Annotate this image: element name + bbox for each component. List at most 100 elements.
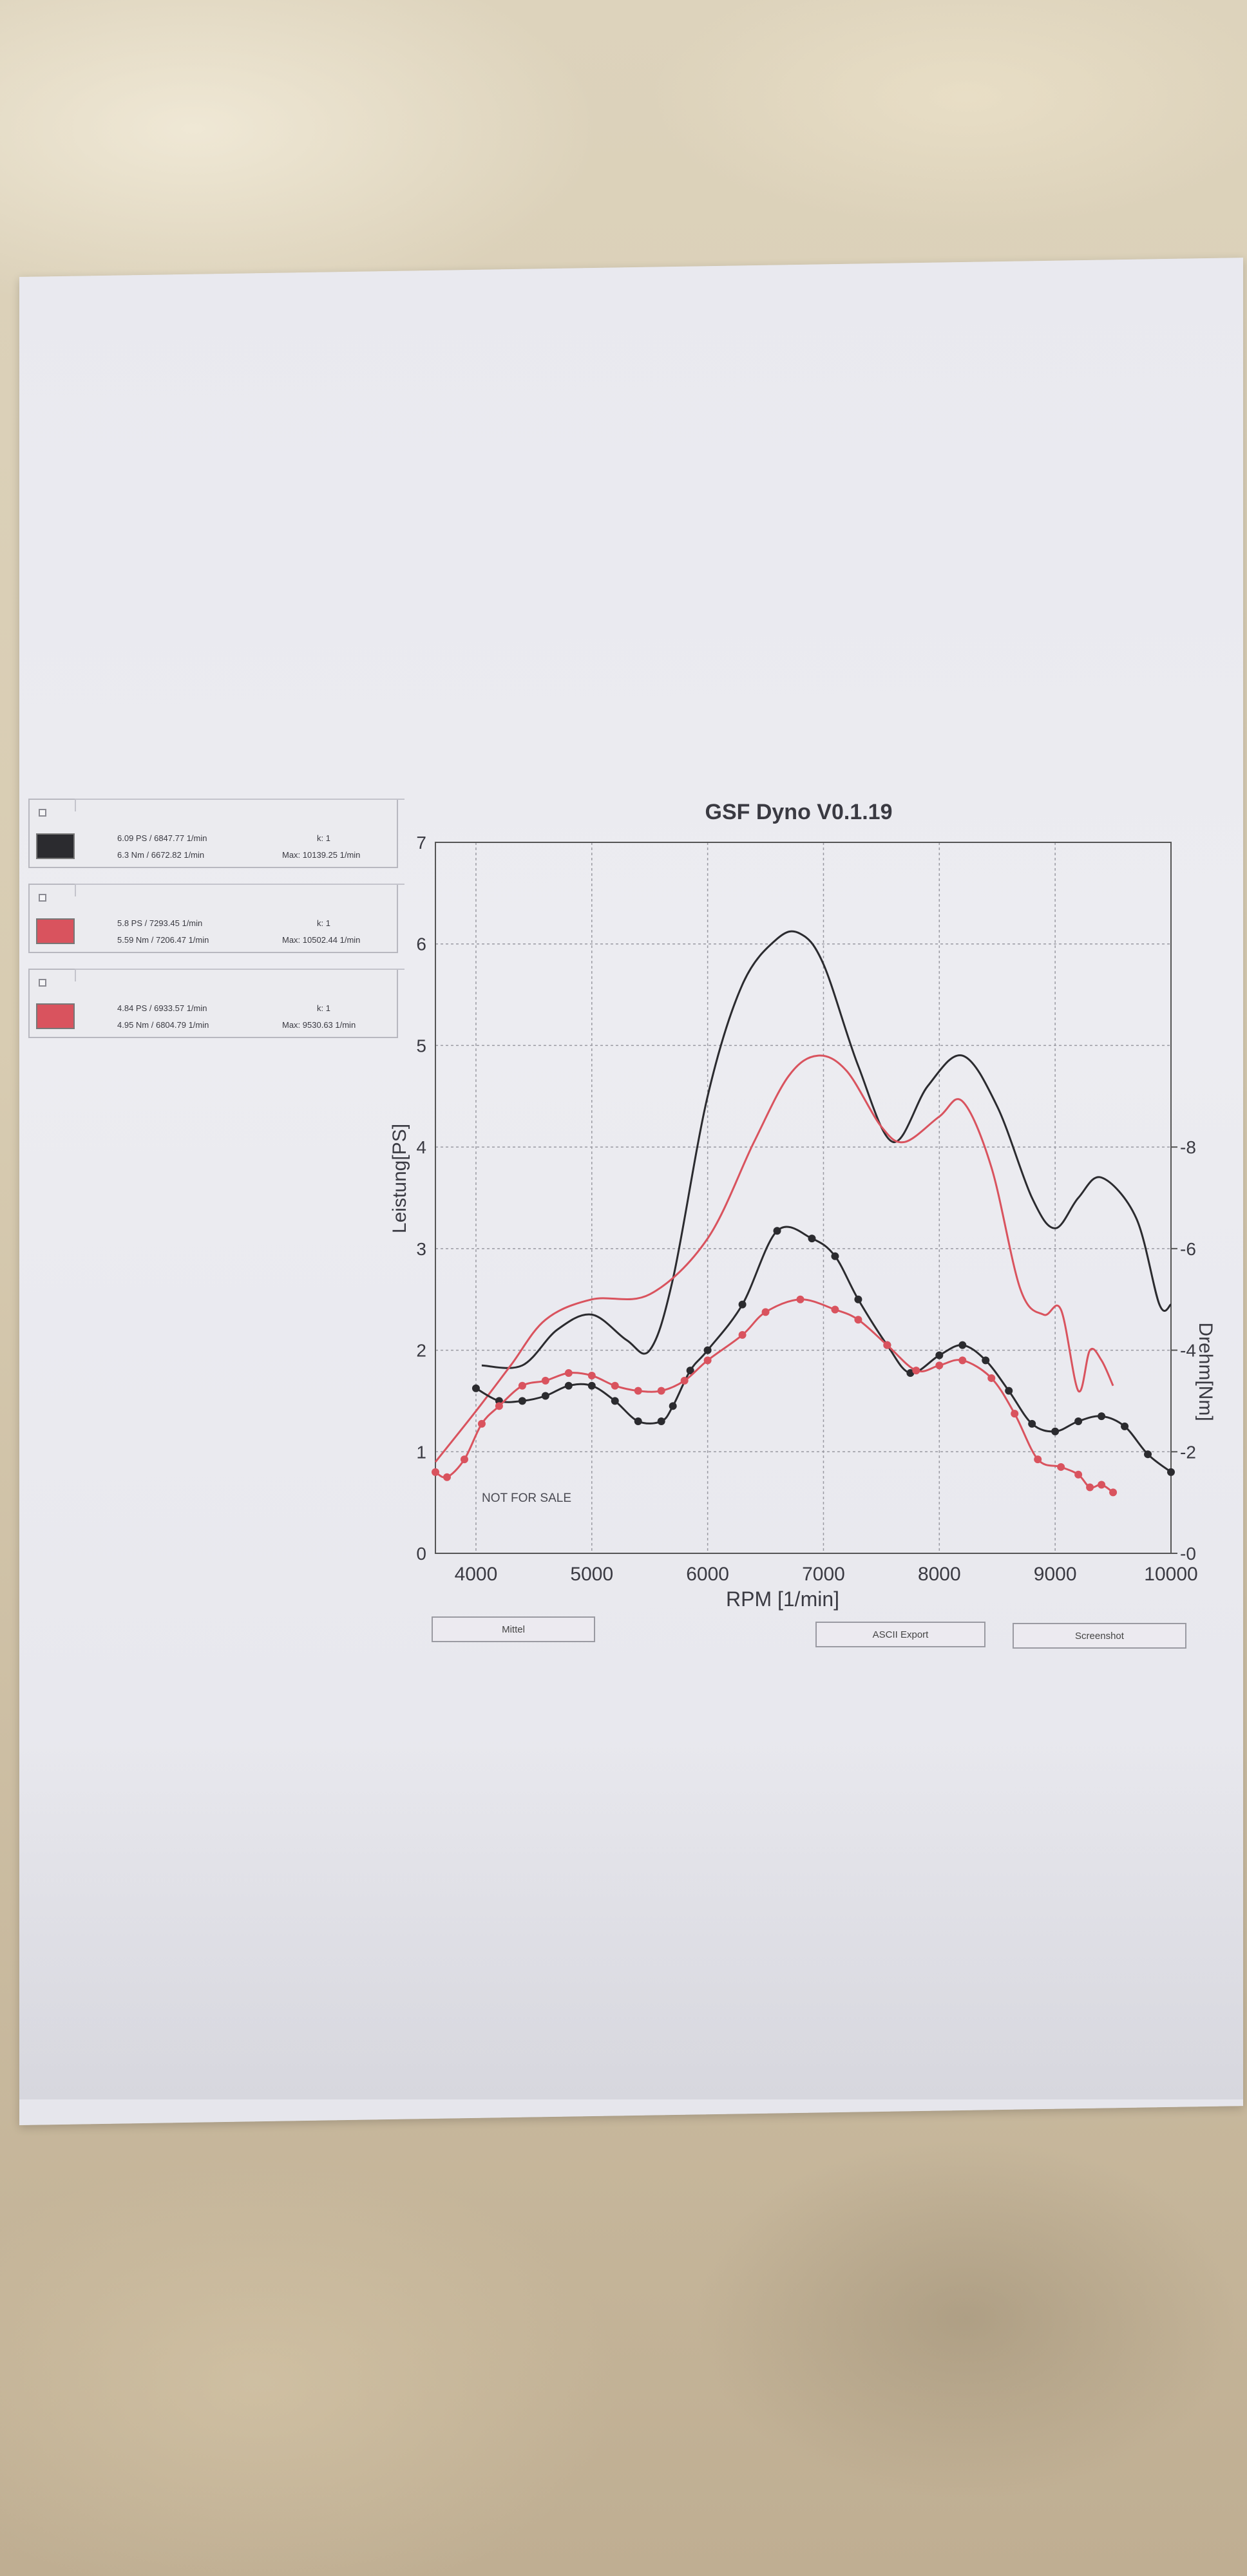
data-point-series-3	[518, 1397, 526, 1405]
legend-power-3: 4.84 PS / 6933.57 1/min	[117, 1003, 207, 1013]
legend-tab	[75, 884, 405, 896]
y2-axis-label: Drehm[Nm]	[1195, 1322, 1216, 1421]
data-point-series-3	[935, 1351, 944, 1359]
data-point-series-4	[564, 1369, 573, 1378]
data-point-series-3	[854, 1295, 862, 1303]
data-point-series-4	[518, 1381, 526, 1390]
ascii-export-button[interactable]: ASCII Export	[815, 1622, 985, 1647]
paper-shadow	[19, 1739, 1243, 2099]
screenshot-button[interactable]: Screenshot	[1013, 1623, 1186, 1649]
data-point-series-3	[471, 1384, 480, 1392]
data-point-series-3	[906, 1369, 915, 1378]
y-tick-label: 6	[416, 934, 426, 954]
legend-tab	[75, 969, 405, 981]
data-point-series-3	[958, 1341, 967, 1349]
data-point-series-4	[987, 1374, 996, 1382]
series-line-1	[481, 930, 1172, 1369]
data-point-series-3	[1098, 1412, 1106, 1421]
data-point-series-4	[680, 1376, 689, 1385]
legend-max-3: Max: 9530.63 1/min	[282, 1020, 356, 1030]
legend-swatch-1[interactable]	[36, 833, 75, 859]
legend-k-2: k: 1	[317, 918, 330, 928]
data-point-series-4	[703, 1356, 712, 1365]
x-tick-label: 8000	[918, 1564, 961, 1585]
x-tick-label: 5000	[570, 1564, 613, 1585]
data-point-series-3	[686, 1367, 694, 1375]
legend-checkbox-3[interactable]	[39, 979, 46, 987]
data-point-series-4	[1109, 1488, 1118, 1497]
data-point-series-4	[432, 1468, 439, 1476]
data-point-series-4	[883, 1341, 891, 1349]
x-tick-label: 4000	[455, 1564, 498, 1585]
legend-checkbox-2[interactable]	[39, 894, 46, 902]
y2-tick-label: -6	[1180, 1239, 1196, 1259]
y-tick-label: 7	[416, 833, 426, 853]
data-point-series-4	[495, 1402, 503, 1410]
plot-frame	[435, 842, 1172, 1554]
data-point-series-4	[935, 1361, 944, 1370]
data-point-series-4	[796, 1295, 804, 1303]
axis-ticks: 4000 5000 6000 7000 8000 9000 10000 0 1 2 3 4 5 6 7 -0 -…	[416, 833, 1197, 1585]
data-point-series-4	[958, 1356, 967, 1365]
data-point-series-4	[657, 1387, 665, 1395]
y-tick-label: 3	[416, 1239, 426, 1259]
data-point-series-4	[460, 1455, 468, 1464]
x-tick-label: 7000	[802, 1564, 845, 1585]
data-point-series-3	[564, 1381, 573, 1390]
x-tick-label: 10000	[1144, 1564, 1197, 1585]
mittel-button[interactable]: Mittel	[432, 1616, 595, 1642]
y2-tick-label: -0	[1180, 1544, 1196, 1564]
y-axis-label: Leistung[PS]	[389, 1124, 410, 1233]
x-tick-label: 9000	[1034, 1564, 1077, 1585]
series-line-2	[434, 1054, 1114, 1463]
legend-power-1: 6.09 PS / 6847.77 1/min	[117, 833, 207, 843]
legend-k-3: k: 1	[317, 1003, 330, 1013]
data-point-series-3	[541, 1392, 549, 1400]
data-point-series-3	[634, 1417, 642, 1425]
legend-entry-1: 6.09 PS / 6847.77 1/min 6.3 Nm / 6672.82…	[28, 799, 405, 868]
data-point-series-3	[808, 1235, 816, 1243]
legend-swatch-3[interactable]	[36, 1003, 75, 1029]
data-point-series-4	[541, 1376, 549, 1385]
y-tick-label: 2	[416, 1341, 426, 1361]
x-tick-label: 6000	[686, 1564, 729, 1585]
data-point-series-4	[634, 1387, 642, 1395]
data-point-series-4	[1034, 1455, 1042, 1464]
data-point-series-4	[831, 1305, 839, 1314]
legend-max-1: Max: 10139.25 1/min	[282, 850, 361, 860]
chart-title: GSF Dyno V0.1.19	[705, 800, 893, 824]
data-point-series-4	[1011, 1410, 1019, 1418]
grid	[435, 842, 1171, 1553]
data-point-series-4	[738, 1331, 747, 1339]
legend-max-2: Max: 10502.44 1/min	[282, 935, 361, 945]
watermark-text: NOT FOR SALE	[482, 1492, 571, 1505]
data-point-series-3	[703, 1346, 712, 1354]
legend-swatch-2[interactable]	[36, 918, 75, 944]
legend-checkbox-1[interactable]	[39, 809, 46, 817]
data-point-series-3	[1051, 1427, 1060, 1435]
data-point-series-3	[657, 1417, 665, 1425]
data-point-series-4	[854, 1316, 862, 1324]
legend-power-2: 5.8 PS / 7293.45 1/min	[117, 918, 203, 928]
data-point-series-4	[1098, 1481, 1106, 1489]
legend-torque-1: 6.3 Nm / 6672.82 1/min	[117, 850, 205, 860]
y2-tick-label: -8	[1180, 1137, 1196, 1157]
legend-k-1: k: 1	[317, 833, 330, 843]
y2-tick-label: -2	[1180, 1442, 1196, 1462]
data-point-series-4	[587, 1372, 596, 1379]
data-point-series-3	[773, 1227, 781, 1235]
data-point-series-3	[1028, 1419, 1036, 1428]
data-point-series-3	[587, 1381, 596, 1390]
data-point-series-4	[1057, 1463, 1065, 1471]
legend-entry-3: 4.84 PS / 6933.57 1/min 4.95 Nm / 6804.7…	[28, 969, 405, 1038]
y-tick-label: 1	[416, 1442, 426, 1462]
data-point-series-4	[1074, 1470, 1083, 1479]
series	[432, 930, 1175, 1497]
x-axis-label: RPM [1/min]	[726, 1587, 839, 1611]
data-point-series-3	[1167, 1468, 1175, 1476]
data-point-series-4	[477, 1419, 486, 1428]
legend-tab	[75, 799, 405, 811]
data-point-series-3	[1074, 1417, 1083, 1425]
data-point-series-4	[912, 1367, 920, 1375]
